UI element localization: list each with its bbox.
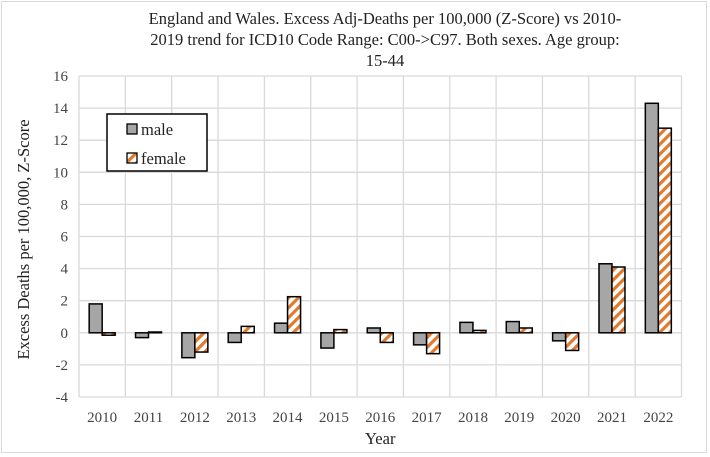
y-tick-label: 2: [61, 294, 69, 310]
bar-male-2013: [227, 332, 242, 344]
bar-male-2018: [459, 321, 474, 334]
chart-title: England and Wales. Excess Adj-Deaths per…: [90, 8, 680, 71]
bar-female-2014: [286, 295, 302, 334]
x-tick-label: 2015: [319, 410, 349, 426]
x-tick-label: 2014: [273, 410, 304, 426]
bar-female-2018: [472, 329, 487, 334]
x-tick-label: 2012: [180, 410, 210, 426]
bar-female-2020: [564, 332, 580, 352]
bar-female-2012: [194, 332, 209, 353]
bar-male-2014: [273, 322, 289, 334]
y-tick-label: -2: [56, 358, 69, 374]
y-tick-label: -4: [56, 390, 69, 406]
bars: [88, 102, 673, 359]
legend-swatch-female: [126, 152, 138, 164]
y-tick-label: 4: [61, 262, 69, 278]
bar-male-2020: [551, 332, 567, 342]
legend-label-male: male: [141, 120, 173, 139]
bar-female-2015: [333, 328, 348, 334]
x-tick-label: 2011: [134, 410, 163, 426]
x-tick-label: 2013: [226, 410, 256, 426]
bar-female-2022: [657, 127, 673, 334]
bar-female-2017: [425, 332, 441, 355]
bar-male-2017: [412, 332, 428, 346]
bar-male-2021: [598, 263, 613, 334]
legend-box: [106, 113, 208, 172]
x-tick-label: 2021: [597, 410, 627, 426]
bar-male-2016: [366, 327, 381, 334]
y-tick-label: 10: [53, 165, 68, 181]
y-axis-ticks: -4 -2 0 2 4 6 8 10 12 14 16: [53, 69, 69, 406]
bar-male-2022: [644, 102, 660, 334]
y-tick-label: 12: [53, 133, 68, 149]
y-tick-label: 8: [61, 197, 69, 213]
chart-title-line-2: 2019 trend for ICD10 Code Range: C00->C9…: [150, 30, 620, 49]
bar-female-2021: [611, 266, 626, 334]
bar-male-2011: [134, 332, 150, 339]
y-tick-label: 0: [61, 326, 69, 342]
bar-female-2010: [101, 332, 116, 336]
x-tick-label: 2019: [504, 410, 534, 426]
x-tick-label: 2010: [87, 410, 117, 426]
chart-title-line-3: 15-44: [365, 51, 405, 70]
y-tick-label: 16: [53, 69, 69, 85]
bar-male-2010: [88, 303, 103, 334]
bar-female-2013: [240, 325, 255, 334]
y-axis-title: Excess Deaths per 100,000, Z-Score: [14, 119, 33, 359]
x-tick-label: 2018: [458, 410, 488, 426]
x-tick-label: 2022: [643, 410, 673, 426]
gridlines: [78, 75, 683, 398]
x-axis-title: Year: [365, 429, 396, 448]
y-tick-label: 6: [61, 230, 69, 246]
legend-swatch-male: [126, 123, 138, 135]
bar-male-2012: [181, 332, 196, 359]
bar-female-2011: [147, 331, 163, 334]
bar-female-2016: [379, 332, 394, 344]
x-tick-label: 2017: [412, 410, 443, 426]
x-tick-label: 2020: [551, 410, 581, 426]
chart-title-line-1: England and Wales. Excess Adj-Deaths per…: [148, 9, 622, 28]
legend: male female: [106, 113, 208, 172]
bar-male-2019: [505, 320, 521, 334]
y-tick-label: 14: [53, 101, 69, 117]
x-tick-label: 2016: [365, 410, 396, 426]
x-axis-ticks: 2010 2011 2012 2013 2014 2015 2016 2017 2018 2019…: [87, 410, 673, 426]
bar-male-2015: [320, 332, 335, 349]
legend-label-female: female: [141, 149, 186, 168]
bar-female-2019: [518, 327, 534, 334]
